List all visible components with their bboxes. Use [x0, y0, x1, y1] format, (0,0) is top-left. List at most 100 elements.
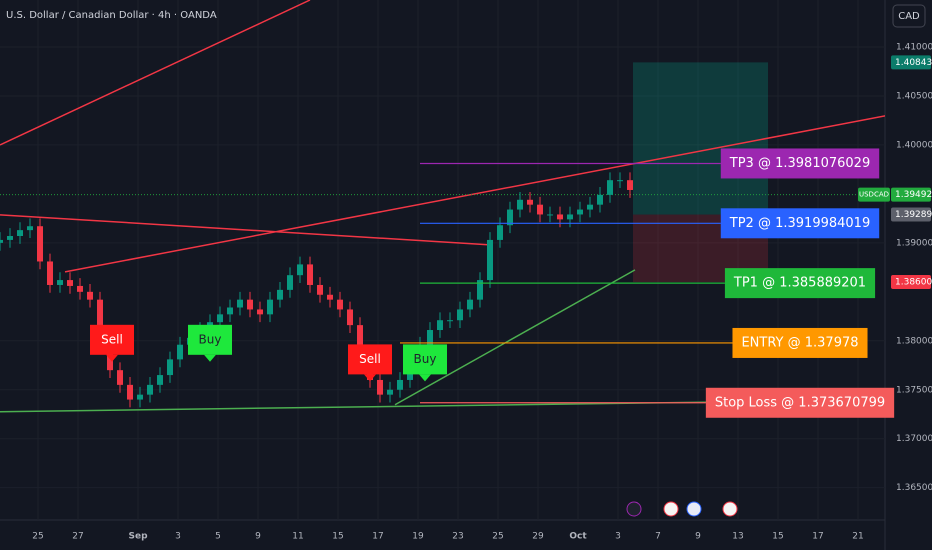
level-box — [732, 327, 868, 358]
x-tick-label: 19 — [412, 532, 424, 542]
x-tick-label: 23 — [452, 532, 463, 542]
candle-body — [27, 226, 33, 231]
y-tick-label: 1.39000 — [896, 238, 932, 248]
candle-body — [167, 359, 173, 376]
event-icon[interactable] — [663, 501, 679, 517]
signal-pointer — [419, 374, 431, 382]
signal-pointer — [106, 354, 118, 362]
candle-body — [287, 275, 293, 290]
signal-label: Sell — [359, 352, 381, 366]
candle-body — [77, 285, 83, 292]
candle-body — [87, 291, 93, 300]
price-badge-label: 1.40843 — [895, 58, 932, 68]
signal-label: Buy — [414, 352, 437, 366]
candle-body — [457, 309, 463, 321]
symbol-badge — [858, 187, 890, 202]
trendline — [0, 214, 491, 246]
x-tick-label: 15 — [772, 532, 783, 542]
candle-body — [527, 199, 533, 205]
candle-body — [37, 226, 43, 262]
y-tick-label: 1.41000 — [896, 43, 932, 53]
axes: 1.41000 1.40500 1.40000 1.39000 1.38000 1.375… — [32, 43, 932, 542]
candle-body — [517, 199, 523, 210]
candle-body — [137, 394, 143, 400]
candle-body — [377, 379, 383, 395]
x-tick-label: 21 — [852, 532, 863, 542]
candle-body — [257, 309, 263, 315]
y-tick-label: 1.37000 — [896, 434, 932, 444]
candle-body — [577, 209, 583, 215]
candle-body — [607, 180, 613, 195]
level-box — [705, 387, 895, 418]
candle-body — [307, 264, 313, 285]
x-tick-label: 11 — [292, 532, 303, 542]
x-tick-label: 13 — [732, 532, 743, 542]
candle-body — [487, 239, 493, 281]
level-label: Stop Loss @ 1.373670799 — [715, 395, 885, 410]
candle-body — [127, 384, 133, 400]
candle-body — [7, 236, 13, 240]
candle-body — [247, 299, 253, 310]
y-tick-label: 1.40500 — [896, 91, 932, 101]
level-label: ENTRY @ 1.37978 — [741, 335, 858, 350]
currency-button-label[interactable]: CAD — [898, 11, 920, 22]
x-tick-label: 9 — [255, 532, 261, 542]
y-tick-label: 1.37500 — [896, 385, 932, 395]
candle-body — [337, 299, 343, 310]
event-icons — [626, 501, 738, 517]
y-tick-label: 1.36500 — [896, 483, 932, 493]
candle-body — [147, 384, 153, 395]
candle-body — [427, 330, 433, 345]
candle-body — [437, 320, 443, 331]
x-tick-label: 25 — [492, 532, 503, 542]
trendline — [394, 269, 636, 406]
x-tick-label: 17 — [372, 532, 383, 542]
x-tick-label: 25 — [32, 532, 43, 542]
x-tick-label: 5 — [215, 532, 221, 542]
x-tick-label: 27 — [72, 532, 83, 542]
signal-box — [348, 344, 392, 375]
price-badge — [891, 55, 931, 70]
signal-box — [90, 324, 134, 355]
x-tick-label: Sep — [128, 532, 148, 542]
candle-body — [477, 280, 483, 300]
candle-body — [557, 214, 563, 220]
price-badge-label: 1.39289 — [895, 210, 932, 220]
candle-body — [397, 379, 403, 390]
candle-body — [597, 194, 603, 205]
candle-body — [387, 389, 393, 395]
signal-pointer — [364, 374, 376, 382]
level-label: TP2 @ 1.3919984019 — [729, 216, 870, 231]
candle-body — [267, 299, 273, 315]
signal-box — [403, 344, 447, 375]
x-tick-label: 29 — [532, 532, 544, 542]
level-box — [720, 208, 880, 239]
candle-body — [277, 289, 283, 300]
event-icon[interactable] — [722, 501, 738, 517]
candle-body — [217, 314, 223, 323]
currency-button[interactable] — [892, 4, 926, 28]
candle-body — [617, 180, 623, 182]
trendline — [64, 115, 885, 273]
candle-body — [177, 344, 183, 360]
chart-title: U.S. Dollar / Canadian Dollar · 4h · OAN… — [6, 10, 217, 21]
level-box — [720, 148, 880, 179]
candle-body — [47, 261, 53, 285]
trendline — [0, 0, 311, 146]
x-tick-label: 17 — [812, 532, 823, 542]
candle-body — [507, 209, 513, 226]
event-icon[interactable] — [686, 501, 702, 517]
level-box — [724, 268, 876, 299]
candle-body — [297, 264, 303, 276]
candle-body — [237, 299, 243, 308]
signal-label: Buy — [199, 332, 222, 346]
candle-body — [157, 375, 163, 385]
symbol-badge-label: USDCAD — [859, 191, 889, 199]
candle-body — [467, 299, 473, 310]
level-label: TP1 @ 1.385889201 — [733, 276, 866, 291]
candle-body — [547, 214, 553, 216]
event-icon[interactable] — [626, 501, 642, 517]
candle-body — [587, 204, 593, 210]
price-badge — [891, 275, 931, 290]
